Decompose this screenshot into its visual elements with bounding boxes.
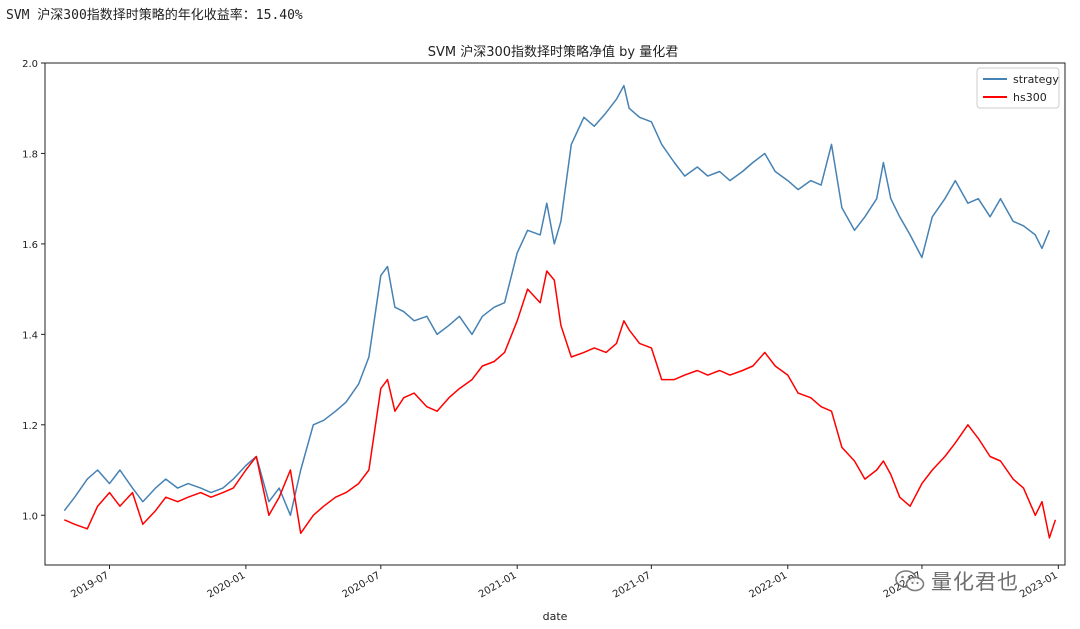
watermark-text: 量化君也 (931, 570, 1019, 594)
legend-label-hs300: hs300 (1013, 91, 1047, 104)
x-tick-label: 2020-01 (206, 570, 248, 600)
series-line-strategy (63, 84, 1051, 517)
x-tick-label: 2022-01 (748, 570, 790, 600)
x-axis-label: date (543, 610, 568, 623)
legend-label-strategy: strategy (1013, 73, 1059, 86)
headline-text: SVM 沪深300指数择时策略的年化收益率：15.40% (6, 8, 303, 23)
x-tick-label: 2021-01 (477, 570, 519, 600)
x-tick-label: 2019-07 (69, 570, 111, 600)
y-axis: 1.0 1.2 1.4 1.6 1.8 2.0 (22, 59, 45, 522)
y-tick-label: 2.0 (22, 59, 38, 70)
plot-area (44, 62, 1066, 566)
y-tick-label: 1.0 (22, 511, 38, 522)
series-layer (63, 84, 1057, 539)
legend: strategy hs300 (976, 67, 1060, 109)
y-tick-label: 1.8 (22, 149, 38, 160)
y-tick-label: 1.2 (22, 421, 38, 432)
y-tick-label: 1.4 (22, 330, 38, 341)
y-tick-label: 1.6 (22, 240, 38, 251)
x-tick-label: 2023-01 (1018, 570, 1060, 600)
watermark: 量化君也 (895, 566, 1019, 596)
x-tick-label: 2021-07 (611, 570, 653, 600)
x-tick-label: 2020-07 (341, 570, 383, 600)
wechat-icon (895, 570, 925, 592)
chart-title: SVM 沪深300指数择时策略净值 by 量化君 (428, 44, 679, 60)
series-line-hs300 (64, 270, 1057, 539)
